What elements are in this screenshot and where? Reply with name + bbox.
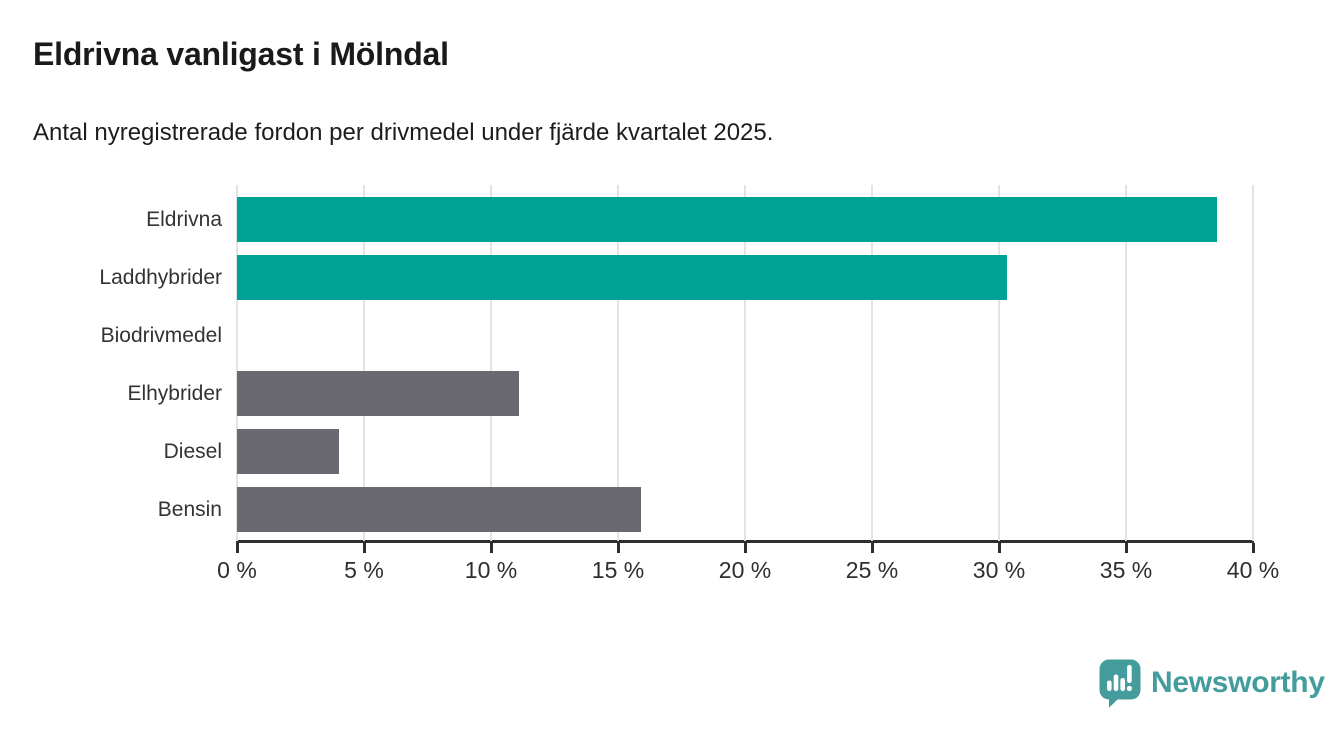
gridline-30: [998, 185, 1000, 541]
x-axis-tick-label-0: 0 %: [217, 557, 257, 583]
x-axis-tick-label-40: 40 %: [1226, 557, 1280, 583]
x-axis-line: [236, 540, 1254, 543]
gridline-10: [490, 185, 492, 541]
category-label-eldrivna: Eldrivna: [146, 207, 222, 231]
x-axis-tick-40: [1251, 543, 1255, 553]
bar-laddhybrider: [237, 255, 1007, 300]
x-axis-tick-label-35: 35 %: [1099, 557, 1153, 583]
x-axis-tick-5: [362, 543, 366, 553]
x-axis-tick-label-30: 30 %: [972, 557, 1026, 583]
chart-title: Eldrivna vanligast i Mölndal: [33, 36, 449, 72]
bar-elhybrider: [237, 371, 519, 416]
category-label-bensin: Bensin: [157, 497, 222, 521]
bar-bensin: [237, 487, 641, 532]
x-axis-tick-15: [616, 543, 620, 553]
newsworthy-logo-icon: [1099, 659, 1141, 708]
bar-diesel: [237, 429, 339, 474]
bar-chart-plot: 0 % 5 % 10 % 15 % 20 % 25 % 30 % 35 % 40 %: [217, 185, 1279, 583]
category-label-diesel: Diesel: [163, 439, 222, 463]
gridline-25: [871, 185, 873, 541]
x-axis-tick-label-20: 20 %: [718, 557, 772, 583]
gridline-40: [1252, 185, 1254, 541]
category-label-biodrivmedel: Biodrivmedel: [100, 323, 222, 347]
category-axis: Eldrivna Laddhybrider Biodrivmedel Elhybrid…: [0, 185, 222, 541]
x-axis-tick-label-15: 15 %: [591, 557, 645, 583]
x-axis-tick-10: [489, 543, 493, 553]
x-axis-tick-0: [235, 543, 239, 553]
x-axis-tick-30: [997, 543, 1001, 553]
x-axis-tick-label-5: 5 %: [344, 557, 384, 583]
x-axis-tick-25: [870, 543, 874, 553]
gridline-5: [363, 185, 365, 541]
gridline-35: [1125, 185, 1127, 541]
bar-eldrivna: [237, 197, 1218, 242]
x-axis-tick-20: [743, 543, 747, 553]
brand-name: Newsworthy: [1151, 666, 1325, 699]
x-axis-tick-35: [1124, 543, 1128, 553]
category-label-laddhybrider: Laddhybrider: [99, 265, 222, 289]
chart-subtitle: Antal nyregistrerade fordon per drivmede…: [33, 119, 774, 146]
gridline-15: [617, 185, 619, 541]
x-axis-tick-label-10: 10 %: [464, 557, 518, 583]
gridline-20: [744, 185, 746, 541]
category-label-elhybrider: Elhybrider: [127, 381, 222, 405]
gridline-0: [236, 185, 238, 541]
x-axis-tick-label-25: 25 %: [845, 557, 899, 583]
brand-logo: Newsworthy: [1098, 658, 1325, 708]
